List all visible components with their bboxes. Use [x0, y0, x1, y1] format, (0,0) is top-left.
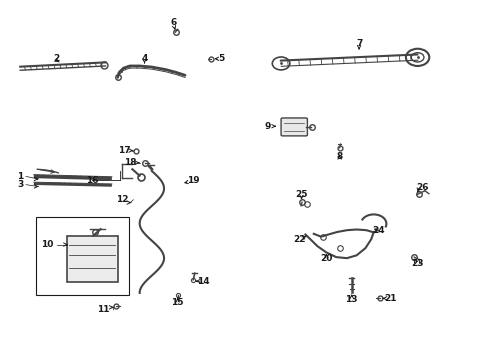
Text: 23: 23 — [410, 259, 423, 268]
Text: 4: 4 — [141, 54, 147, 63]
Text: 13: 13 — [345, 294, 357, 303]
Text: 2: 2 — [54, 54, 60, 63]
Text: 15: 15 — [171, 298, 183, 307]
Text: 25: 25 — [295, 190, 307, 199]
Text: 26: 26 — [415, 183, 428, 192]
Text: 3: 3 — [17, 180, 23, 189]
FancyBboxPatch shape — [281, 118, 307, 136]
Text: 5: 5 — [218, 54, 224, 63]
Text: 8: 8 — [336, 152, 342, 161]
Bar — [36, 217, 129, 295]
Text: 22: 22 — [292, 235, 305, 244]
Bar — [66, 235, 118, 282]
Text: 7: 7 — [355, 39, 362, 48]
Text: 20: 20 — [320, 255, 332, 264]
Text: 11: 11 — [97, 305, 109, 314]
Text: 19: 19 — [186, 176, 199, 185]
Text: 16: 16 — [86, 176, 99, 185]
Text: 1: 1 — [17, 172, 23, 181]
Text: 18: 18 — [123, 158, 136, 167]
Text: 6: 6 — [170, 18, 177, 27]
Text: 24: 24 — [371, 226, 384, 235]
Text: 17: 17 — [118, 146, 130, 155]
Text: 14: 14 — [196, 276, 209, 285]
Text: 9: 9 — [264, 122, 270, 131]
Text: 12: 12 — [116, 195, 128, 204]
Text: 21: 21 — [384, 294, 396, 303]
Text: 10: 10 — [41, 240, 53, 249]
